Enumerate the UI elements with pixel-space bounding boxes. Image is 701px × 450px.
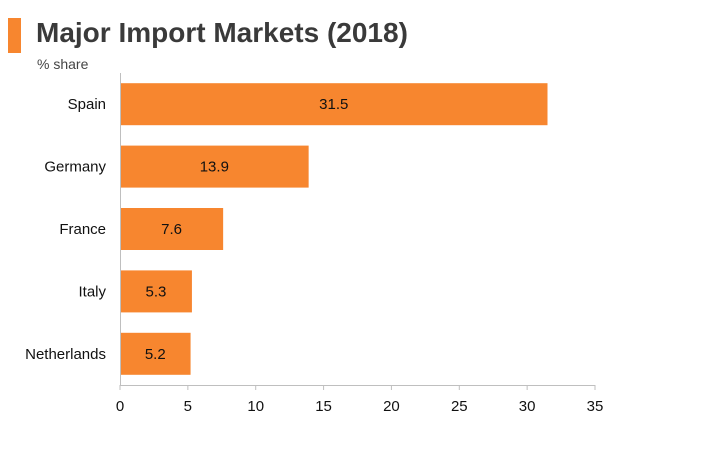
data-label-italy: 5.3 <box>146 283 167 300</box>
x-tick-label-15: 15 <box>315 398 332 415</box>
x-tick-label-30: 30 <box>519 398 536 415</box>
data-label-germany: 13.9 <box>200 159 229 176</box>
bar-spain <box>120 83 548 126</box>
title-accent-bar <box>8 18 21 53</box>
data-label-france: 7.6 <box>161 221 182 238</box>
category-label-italy: Italy <box>78 283 106 300</box>
data-label-netherlands: 5.2 <box>145 346 166 363</box>
bar-france <box>120 208 224 250</box>
axis-layer: 0 5 10 15 20 25 30 35 <box>116 73 604 415</box>
chart-subtitle: % share <box>37 56 89 72</box>
category-label-netherlands: Netherlands <box>25 346 106 363</box>
bars-layer <box>120 83 548 375</box>
x-tick-label-10: 10 <box>247 398 264 415</box>
x-tick-label-0: 0 <box>116 398 124 415</box>
x-tick-label-25: 25 <box>451 398 468 415</box>
category-label-france: France <box>59 221 106 238</box>
bar-germany <box>120 145 309 188</box>
chart-title: Major Import Markets (2018) <box>36 17 408 48</box>
category-label-germany: Germany <box>44 159 106 176</box>
bar-italy <box>120 270 192 313</box>
x-tick-label-5: 5 <box>184 398 192 415</box>
x-tick-label-20: 20 <box>383 398 400 415</box>
bar-netherlands <box>120 332 191 375</box>
category-label-spain: Spain <box>68 96 106 113</box>
data-label-spain: 31.5 <box>319 96 348 113</box>
x-tick-label-35: 35 <box>587 398 604 415</box>
labels-layer: 31.5 Spain 13.9 Germany 7.6 France 5.3 Italy 5.2… <box>25 96 348 363</box>
